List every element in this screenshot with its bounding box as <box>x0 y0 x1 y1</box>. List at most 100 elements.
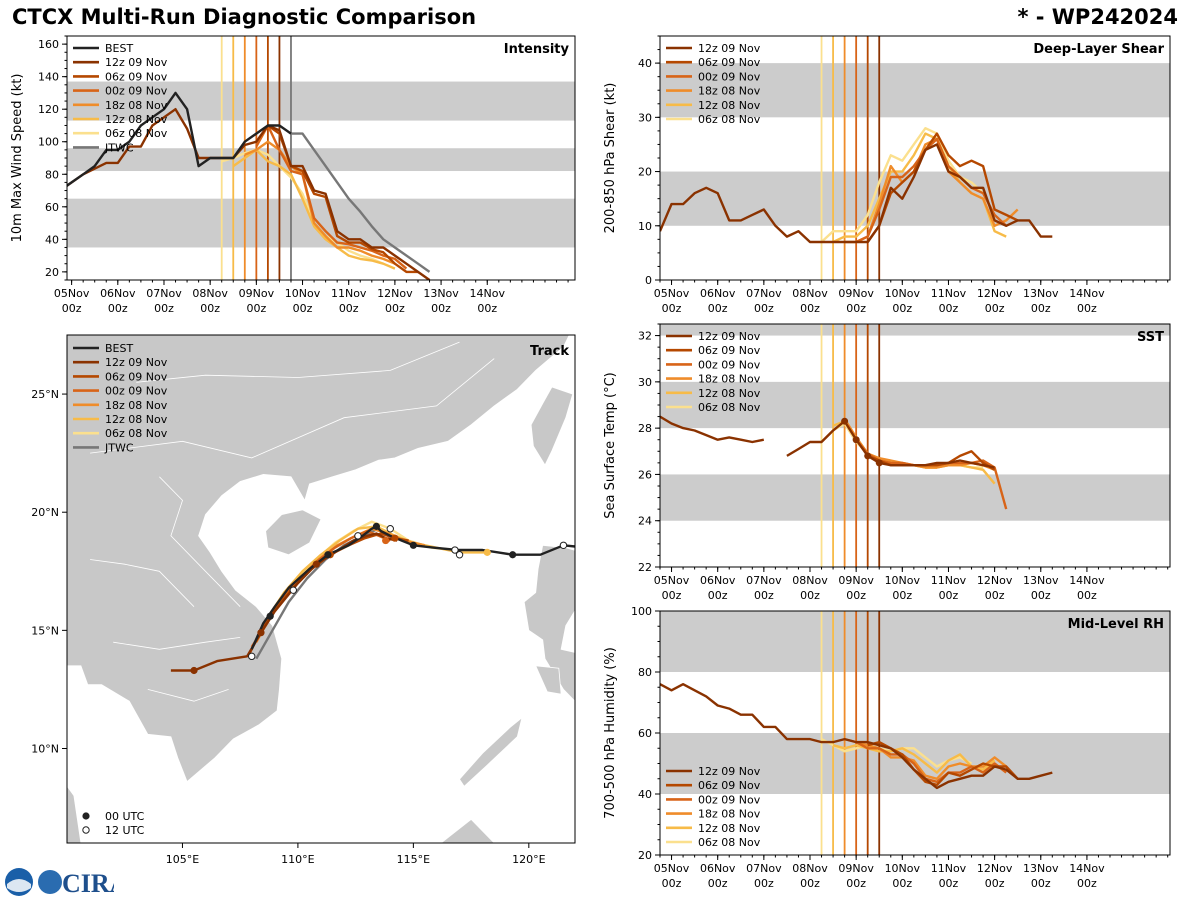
track-marker-00utc <box>382 536 390 545</box>
x-tick-sublabel: 00z <box>846 302 866 315</box>
sst-frame <box>659 323 1171 568</box>
shear-title: Deep-Layer Shear <box>1033 42 1164 57</box>
shaded-band <box>660 171 1170 226</box>
x-tick-sublabel: 00z <box>754 589 774 602</box>
land-hainan <box>265 509 322 556</box>
x-tick-label: 120°E <box>512 853 545 866</box>
series-line <box>832 744 996 774</box>
x-tick-label: 12Nov <box>977 287 1013 300</box>
legend-label: 12z 08 Nov <box>105 113 168 126</box>
y-tick-label: 100 <box>631 605 652 618</box>
legend-label: 06z 08 Nov <box>105 427 168 440</box>
cira-logo-text: CIRA <box>62 869 114 898</box>
y-tick-label: 80 <box>638 666 652 679</box>
legend-label: 06z 08 Nov <box>698 836 761 849</box>
intensity-panel: 20 40 60 80 100 120 140 160 05Nov 00z 06Nov 00z 07No… <box>10 35 576 315</box>
y-tick-label: 60 <box>45 201 59 214</box>
x-tick-sublabel: 00z <box>800 589 820 602</box>
track-marker-00utc <box>483 548 491 556</box>
legend-label: 12z 09 Nov <box>698 42 761 55</box>
x-tick-label: 10Nov <box>285 287 321 300</box>
track-marker-12utc <box>289 586 297 594</box>
series-line <box>855 741 1007 783</box>
series-line <box>67 107 431 280</box>
x-tick-sublabel: 00z <box>293 302 313 315</box>
y-tick-label: 160 <box>38 38 59 51</box>
x-tick-sublabel: 00z <box>431 302 451 315</box>
series-line <box>232 148 396 270</box>
init-marker <box>852 436 860 444</box>
x-tick-sublabel: 00z <box>800 877 820 890</box>
x-tick-label: 06Nov <box>100 287 136 300</box>
legend-label: 12z 09 Nov <box>105 56 168 69</box>
x-tick-label: 06Nov <box>700 574 736 587</box>
legend-label: 18z 08 Nov <box>698 85 761 98</box>
x-tick-label: 08Nov <box>192 287 228 300</box>
y-tick-label: 30 <box>638 376 652 389</box>
x-tick-label: 05Nov <box>54 287 90 300</box>
x-tick-sublabel: 00z <box>108 302 128 315</box>
x-tick-label: 11Nov <box>931 287 967 300</box>
admin-border <box>113 637 241 650</box>
marker-legend-12utc <box>82 826 90 834</box>
x-tick-label: 12Nov <box>977 862 1013 875</box>
sst-ylabel: Sea Surface Temp (°C) <box>603 372 618 519</box>
track-marker-00utc <box>312 560 320 568</box>
x-tick-sublabel: 00z <box>154 302 174 315</box>
shear-panel: 0 10 20 30 40 05Nov 00z 06Nov 00z 07Nov 00z 08Nov 00… <box>603 35 1171 315</box>
legend-label: 00z 09 Nov <box>105 85 168 98</box>
x-tick-sublabel: 00z <box>892 877 912 890</box>
x-tick-label: 13Nov <box>1023 574 1059 587</box>
globe-icon <box>38 870 62 894</box>
x-tick-label: 115°E <box>397 853 430 866</box>
series-line <box>866 132 1019 243</box>
rh-title: Mid-Level RH <box>1068 617 1164 632</box>
y-tick-label: 20 <box>638 849 652 862</box>
x-tick-sublabel: 00z <box>939 589 959 602</box>
x-tick-label: 14Nov <box>1069 574 1105 587</box>
shaded-band <box>67 198 575 248</box>
track-marker-00utc <box>324 551 332 559</box>
x-tick-label: 11Nov <box>931 574 967 587</box>
x-tick-sublabel: 00z <box>985 877 1005 890</box>
marker-legend-label: 12 UTC <box>105 824 145 837</box>
x-tick-sublabel: 00z <box>1077 589 1097 602</box>
legend-label: 18z 08 Nov <box>698 373 761 386</box>
y-tick-label: 10°N <box>31 742 59 755</box>
x-tick-sublabel: 00z <box>846 877 866 890</box>
y-tick-label: 100 <box>38 136 59 149</box>
y-tick-label: 20 <box>45 266 59 279</box>
land-luzon <box>523 544 575 702</box>
shaded-band <box>660 474 1170 521</box>
legend-label: 12z 08 Nov <box>698 99 761 112</box>
x-tick-sublabel: 00z <box>1077 877 1097 890</box>
x-tick-sublabel: 00z <box>708 589 728 602</box>
x-tick-sublabel: 00z <box>477 302 497 315</box>
legend-label: 00z 09 Nov <box>698 793 761 806</box>
y-tick-label: 20°N <box>31 506 59 519</box>
land-mindoro <box>535 665 562 695</box>
y-tick-label: 40 <box>638 57 652 70</box>
x-tick-label: 08Nov <box>792 287 828 300</box>
x-tick-label: 14Nov <box>1069 287 1105 300</box>
land-palawan <box>458 716 523 787</box>
legend-label: 06z 09 Nov <box>698 56 761 69</box>
land-taiwan <box>530 386 574 466</box>
admin-border <box>159 476 241 607</box>
track-panel: 105°E 110°E 115°E 120°E 10°N 15°N 20°N 25°N Trac… <box>31 334 576 866</box>
shaded-band <box>67 81 575 121</box>
y-tick-label: 32 <box>638 330 652 343</box>
x-tick-label: 08Nov <box>792 862 828 875</box>
admin-border <box>90 559 195 607</box>
track-frame <box>66 334 576 844</box>
x-tick-label: 12Nov <box>977 574 1013 587</box>
y-tick-label: 28 <box>638 422 652 435</box>
shear-plot-area <box>660 36 1170 280</box>
x-tick-sublabel: 00z <box>939 877 959 890</box>
x-tick-sublabel: 00z <box>339 302 359 315</box>
legend-label: 00z 09 Nov <box>105 385 168 398</box>
intensity-title: Intensity <box>504 42 570 57</box>
